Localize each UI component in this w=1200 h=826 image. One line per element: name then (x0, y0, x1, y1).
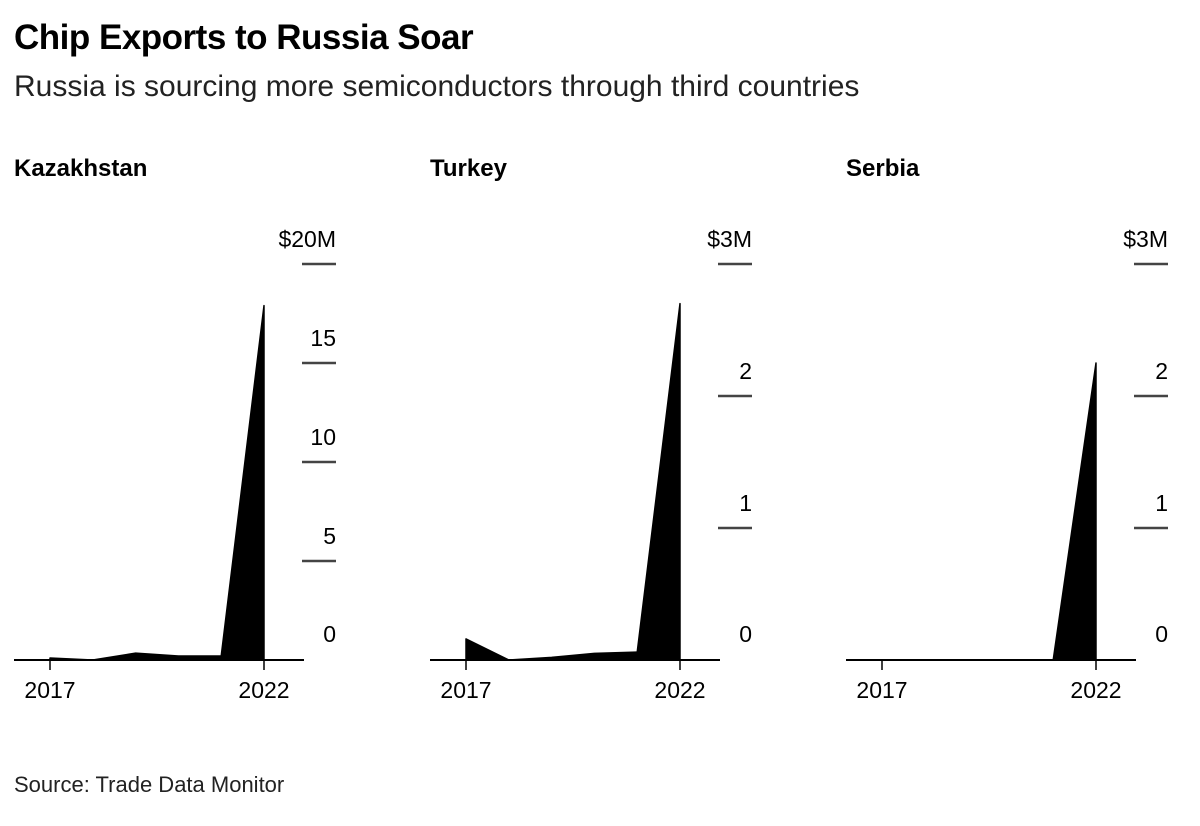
panel-kazakhstan: Kazakhstan 2017 2022 0 5 10 15 $20M (14, 150, 404, 710)
area-series (49, 304, 265, 661)
area-series (881, 362, 1097, 661)
x-tick-label: 2017 (856, 677, 907, 703)
area-series (465, 302, 681, 661)
chart-serbia: 2017 2022 0 1 2 $3M (846, 226, 1168, 703)
y-tick-label: $20M (278, 226, 336, 252)
panel-serbia: Serbia 2017 2022 0 1 2 $3M (846, 150, 1200, 710)
x-tick-label: 2022 (1070, 677, 1121, 703)
chart-turkey: 2017 2022 0 1 2 $3M (430, 226, 752, 703)
y-tick-label: $3M (1123, 226, 1168, 252)
y-tick-label: 0 (323, 621, 336, 647)
chart-subtitle: Russia is sourcing more semiconductors t… (14, 70, 860, 103)
y-tick-label: 2 (1155, 358, 1168, 384)
panel-turkey: Turkey 2017 2022 0 1 2 $3M (430, 150, 820, 710)
y-tick-label: 10 (310, 424, 336, 450)
chart-title: Chip Exports to Russia Soar (14, 18, 474, 57)
y-tick-label: $3M (707, 226, 752, 252)
y-tick-label: 0 (1155, 621, 1168, 647)
y-tick-label: 1 (1155, 490, 1168, 516)
y-tick-label: 0 (739, 621, 752, 647)
x-tick-label: 2017 (440, 677, 491, 703)
x-tick-label: 2022 (654, 677, 705, 703)
y-tick-label: 15 (310, 325, 336, 351)
y-tick-label: 5 (323, 523, 336, 549)
source-note: Source: Trade Data Monitor (14, 772, 285, 797)
x-tick-label: 2022 (238, 677, 289, 703)
panel-title: Serbia (846, 155, 920, 182)
y-tick-label: 1 (739, 490, 752, 516)
panel-title: Turkey (430, 155, 507, 182)
panel-title: Kazakhstan (14, 155, 148, 182)
x-tick-label: 2017 (24, 677, 75, 703)
y-tick-label: 2 (739, 358, 752, 384)
chart-kazakhstan: 2017 2022 0 5 10 15 $20M (14, 226, 336, 703)
